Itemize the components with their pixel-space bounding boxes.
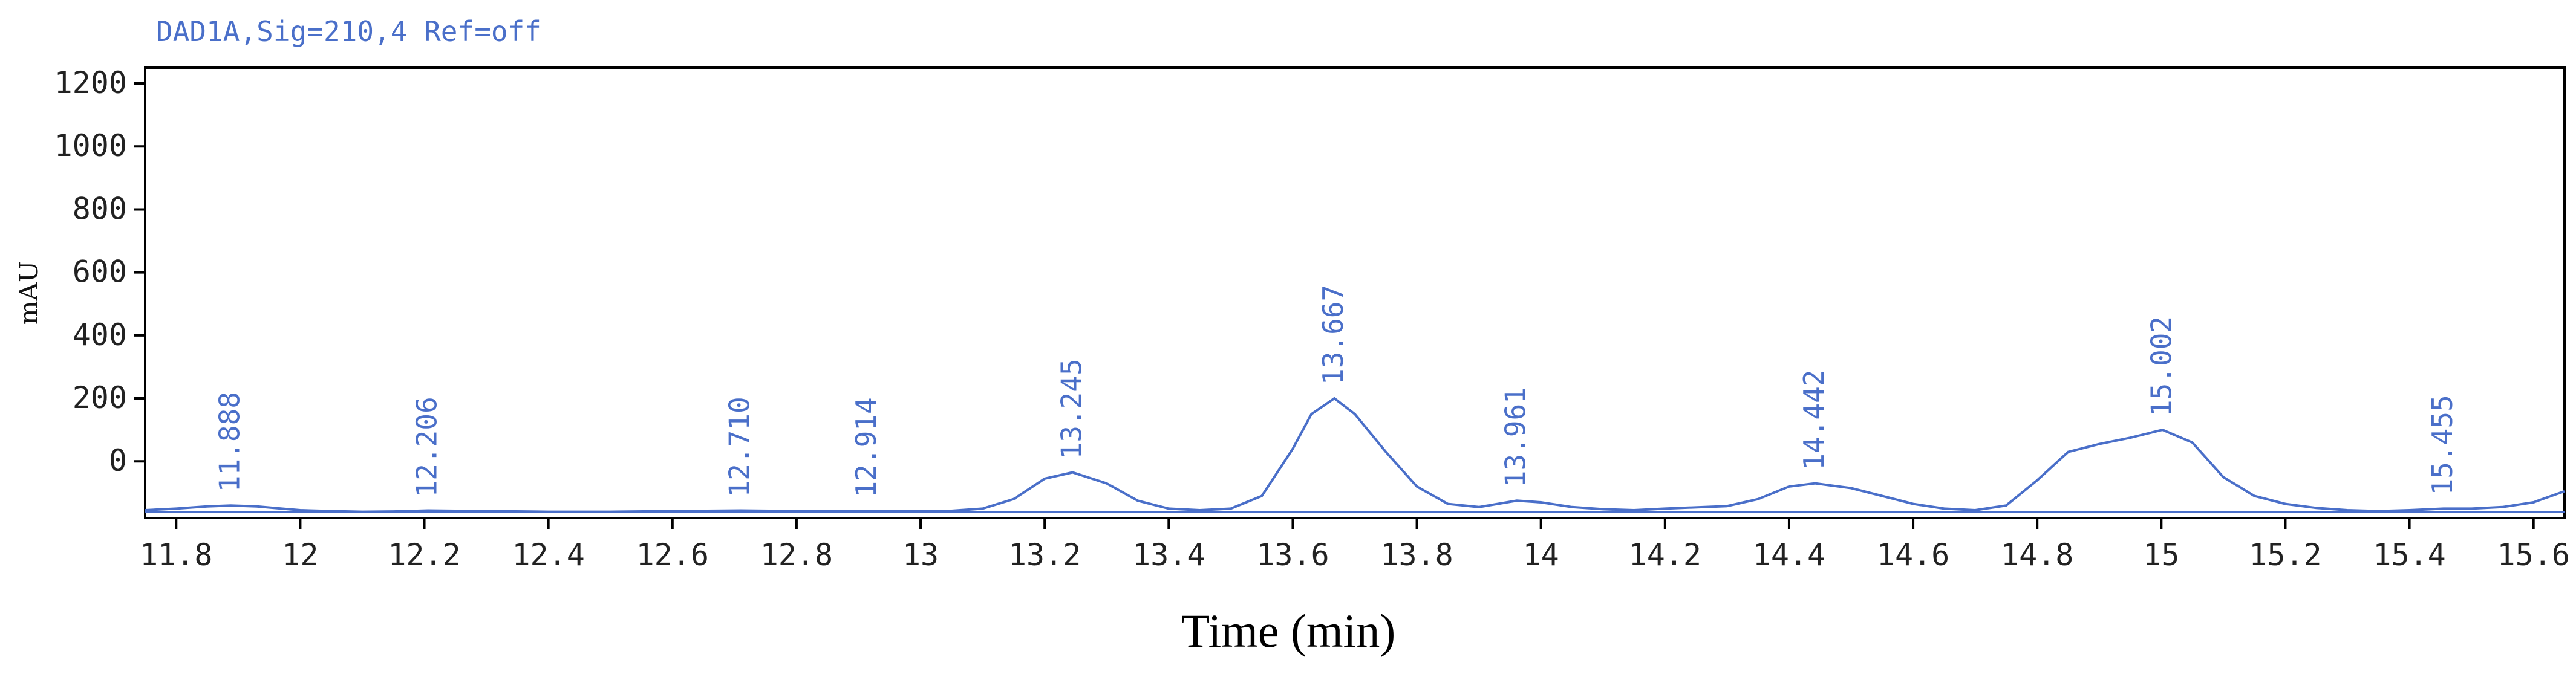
x-tick-label: 15.2: [2249, 537, 2321, 572]
y-tick-label: 400: [73, 317, 127, 352]
x-tick-label: 11.8: [140, 537, 212, 572]
peak-labels: 11.888 12.206 12.710 12.914 13.245 13.667 13.9…: [214, 285, 2459, 498]
plot-frame: [144, 66, 2566, 519]
x-tick-label: 15: [2143, 537, 2179, 572]
x-tick-label: 13.8: [1380, 537, 1453, 572]
x-tick-label: 15.4: [2373, 537, 2445, 572]
x-tick-label: 15.6: [2497, 537, 2570, 572]
x-tick-label: 12.6: [636, 537, 709, 572]
peak-label: 14.442: [1798, 370, 1830, 470]
x-tick-label: 12.2: [388, 537, 460, 572]
y-tick-label: 1200: [54, 65, 127, 100]
x-tick-label: 14.2: [1629, 537, 1701, 572]
x-tick-label: 14: [1523, 537, 1559, 572]
x-tick-label: 13.4: [1132, 537, 1205, 572]
x-tick-label: 12.8: [760, 537, 833, 572]
peak-label: 15.455: [2426, 395, 2459, 495]
signal-title: DAD1A,Sig=210,4 Ref=off: [156, 15, 541, 48]
peak-label: 12.914: [850, 397, 882, 497]
x-tick-label: 14.8: [2001, 537, 2073, 572]
y-tick-label: 200: [73, 380, 127, 415]
peak-label: 13.667: [1317, 285, 1349, 385]
peak-label: 11.888: [214, 392, 246, 492]
y-axis: 0 200 400 600 800 1000 1200: [54, 65, 145, 478]
peak-label: 12.710: [723, 397, 756, 497]
x-tick-label: 13.2: [1008, 537, 1081, 572]
x-axis-label: Time (min): [1181, 604, 1396, 657]
x-tick-label: 12: [282, 537, 318, 572]
x-tick-label: 14.6: [1877, 537, 1949, 572]
peak-label: 15.002: [2145, 316, 2177, 416]
x-tick-label: 14.4: [1753, 537, 1825, 572]
x-axis: 11.8 12 12.2 12.4 12.6 12.8 13 13.2 13.4 13.6 13.8…: [140, 518, 2570, 572]
y-tick-label: 600: [73, 254, 127, 290]
peak-label: 13.245: [1055, 358, 1087, 459]
x-tick-label: 12.4: [512, 537, 584, 572]
y-axis-label: mAU: [14, 261, 44, 325]
chromatogram-trace: [145, 397, 2565, 513]
peak-label: 12.206: [411, 397, 443, 497]
peak-label: 13.961: [1499, 387, 1532, 487]
y-tick-label: 800: [73, 191, 127, 226]
y-tick-label: 0: [109, 443, 127, 478]
x-tick-label: 13: [902, 537, 939, 572]
x-tick-label: 13.6: [1256, 537, 1329, 572]
y-tick-label: 1000: [54, 128, 127, 163]
